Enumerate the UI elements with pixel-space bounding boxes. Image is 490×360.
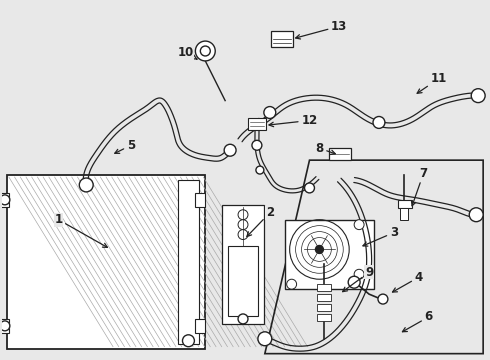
- Text: 13: 13: [295, 20, 347, 39]
- Circle shape: [238, 220, 248, 230]
- Bar: [285, 220, 374, 289]
- Bar: [7, 175, 205, 349]
- Bar: [248, 118, 266, 130]
- Bar: [400, 208, 408, 220]
- Circle shape: [316, 246, 323, 253]
- Circle shape: [252, 140, 262, 150]
- Circle shape: [256, 166, 264, 174]
- Bar: [318, 304, 331, 311]
- Circle shape: [79, 178, 93, 192]
- Circle shape: [200, 46, 210, 56]
- Text: 10: 10: [177, 46, 197, 59]
- Bar: [318, 284, 331, 291]
- Bar: [0, 193, 9, 207]
- Text: 6: 6: [402, 310, 433, 332]
- Circle shape: [471, 89, 485, 103]
- Text: 5: 5: [115, 139, 135, 153]
- Bar: [0, 319, 9, 333]
- Bar: [196, 319, 205, 333]
- Circle shape: [238, 230, 248, 239]
- Circle shape: [258, 332, 272, 346]
- Text: 4: 4: [392, 271, 423, 292]
- Circle shape: [196, 41, 215, 61]
- Bar: [271, 31, 293, 47]
- Circle shape: [348, 276, 360, 288]
- Bar: [222, 205, 264, 324]
- Bar: [318, 294, 331, 301]
- Bar: [398, 200, 412, 208]
- Circle shape: [287, 279, 296, 289]
- Circle shape: [373, 117, 385, 129]
- Circle shape: [354, 269, 364, 279]
- Circle shape: [378, 294, 388, 304]
- Circle shape: [238, 314, 248, 324]
- Text: 2: 2: [247, 206, 274, 237]
- Circle shape: [238, 210, 248, 220]
- Bar: [177, 180, 199, 344]
- Circle shape: [354, 220, 364, 230]
- Circle shape: [224, 144, 236, 156]
- Text: 12: 12: [269, 114, 318, 127]
- Circle shape: [305, 183, 315, 193]
- Bar: [196, 193, 205, 207]
- Text: 3: 3: [363, 226, 398, 246]
- Circle shape: [182, 335, 195, 347]
- Circle shape: [264, 107, 276, 118]
- Text: 8: 8: [315, 142, 335, 155]
- Text: 7: 7: [412, 167, 428, 206]
- Text: 1: 1: [54, 213, 107, 247]
- Bar: [318, 314, 331, 321]
- Text: 11: 11: [417, 72, 446, 93]
- Bar: [228, 247, 258, 316]
- Bar: [329, 148, 351, 160]
- Circle shape: [0, 195, 10, 205]
- Circle shape: [0, 321, 10, 331]
- Text: 9: 9: [343, 266, 373, 292]
- Circle shape: [469, 208, 483, 222]
